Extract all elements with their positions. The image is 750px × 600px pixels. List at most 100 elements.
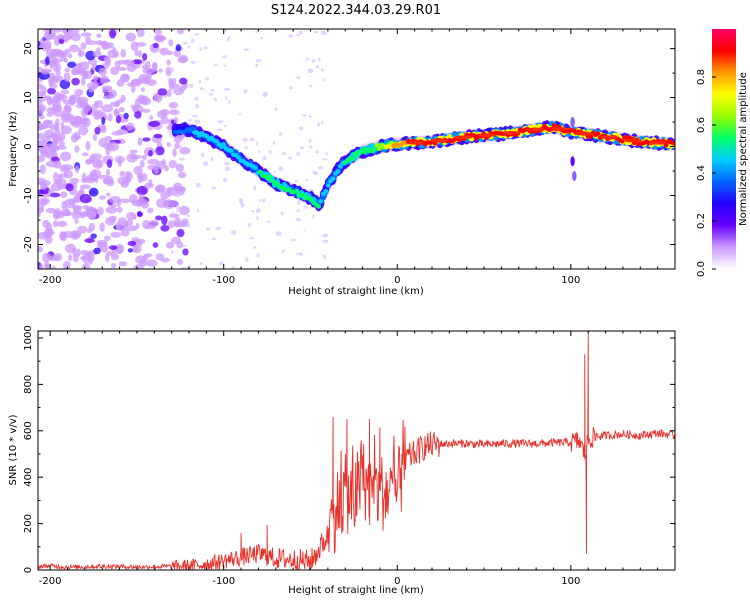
noise-blob <box>62 260 71 269</box>
colorbar-label: Normalized spectral amplitude <box>738 72 749 226</box>
noise-blob <box>77 47 83 57</box>
noise-blob <box>49 144 60 151</box>
noise-blob <box>96 160 102 167</box>
noise-blob <box>196 182 201 188</box>
noise-blob <box>168 101 179 109</box>
noise-blob <box>116 66 127 72</box>
noise-blob <box>52 220 58 228</box>
noise-blob <box>294 179 298 183</box>
noise-blob <box>86 81 99 90</box>
trace-peak <box>600 135 619 140</box>
noise-blob <box>223 64 227 67</box>
noise-blob <box>98 137 108 148</box>
noise-blob <box>74 145 80 153</box>
noise-blob <box>165 241 175 249</box>
noise-blob <box>190 38 195 44</box>
noise-blob <box>139 108 151 113</box>
noise-blob <box>79 193 92 204</box>
noise-blob <box>97 206 104 216</box>
snr-plot-area <box>38 331 675 570</box>
snr-y-ticks: 0 200 400 600 800 1000 <box>23 325 675 573</box>
noise-blob <box>172 148 177 157</box>
signal-trace <box>167 117 675 212</box>
noise-blob <box>114 108 119 118</box>
noise-blob <box>115 221 121 231</box>
noise-blob <box>99 75 109 84</box>
noise-blob <box>142 67 155 75</box>
noise-blob <box>166 59 171 66</box>
trace-band <box>315 204 322 209</box>
noise-blob <box>275 231 282 236</box>
trace-band <box>330 176 336 181</box>
trace-band <box>294 188 300 194</box>
noise-blob <box>321 30 327 35</box>
noise-blob <box>118 261 127 267</box>
noise-blob <box>315 149 320 154</box>
noise-blob <box>130 41 139 52</box>
noise-blob <box>116 206 123 213</box>
noise-blob <box>180 266 187 269</box>
x-tick-label: 0 <box>394 576 400 587</box>
noise-blob <box>61 211 73 217</box>
noise-blob <box>46 107 56 114</box>
noise-blob <box>173 116 179 125</box>
noise-blob <box>65 243 76 254</box>
noise-blob <box>38 91 45 96</box>
noise-blob <box>170 162 175 165</box>
noise-blob <box>153 133 163 139</box>
trace-band <box>213 138 219 144</box>
noise-blob <box>67 253 73 262</box>
colorbar: 0.0 0.2 0.4 0.6 0.8 Normalized spectral ampl… <box>696 29 749 277</box>
noise-blob <box>325 152 328 156</box>
noise-blob <box>127 248 133 253</box>
noise-blob <box>85 141 91 151</box>
noise-blob <box>178 205 190 216</box>
noise-blob <box>255 30 258 34</box>
noise-blob <box>148 219 160 227</box>
noise-blob <box>144 182 154 189</box>
noise-blob <box>152 242 159 248</box>
noise-blob <box>87 58 98 66</box>
noise-blob <box>98 67 107 76</box>
noise-blob <box>280 211 285 216</box>
noise-blob <box>308 139 312 143</box>
noise-blob <box>155 35 167 41</box>
noise-blob <box>69 177 80 185</box>
trace-peak <box>405 141 424 145</box>
noise-blob <box>55 70 61 76</box>
noise-blob <box>41 252 51 263</box>
noise-blob <box>305 178 309 182</box>
snr-y-label: SNR (10 * v/v) <box>8 414 19 485</box>
noise-blob <box>116 245 123 255</box>
trace-feature <box>570 156 575 167</box>
noise-blob <box>38 231 49 240</box>
noise-blob <box>88 187 99 197</box>
noise-blob <box>166 200 179 207</box>
noise-blob <box>110 262 117 269</box>
noise-blob <box>94 174 99 184</box>
noise-blob <box>303 229 306 232</box>
trace-band <box>595 131 601 136</box>
noise-blob <box>168 109 180 116</box>
colorbar-gradient <box>712 29 736 269</box>
trace-band <box>349 156 356 162</box>
noise-blob <box>315 65 320 69</box>
noise-blob <box>255 59 262 63</box>
noise-blob <box>45 160 58 168</box>
noise-blob <box>243 48 250 51</box>
noise-blob <box>282 151 286 156</box>
noise-blob <box>121 74 130 83</box>
noise-blob <box>56 220 68 228</box>
noise-blob <box>100 125 107 134</box>
noise-blob <box>179 157 185 161</box>
noise-blob <box>138 194 144 202</box>
noise-blob <box>141 154 147 161</box>
noise-blob <box>260 36 264 40</box>
noise-blob <box>243 88 248 94</box>
noise-blob <box>171 189 175 194</box>
noise-blob <box>172 242 177 245</box>
noise-blob <box>178 54 189 64</box>
noise-blob <box>192 114 198 118</box>
noise-blob <box>99 243 109 253</box>
noise-blob <box>80 32 92 37</box>
